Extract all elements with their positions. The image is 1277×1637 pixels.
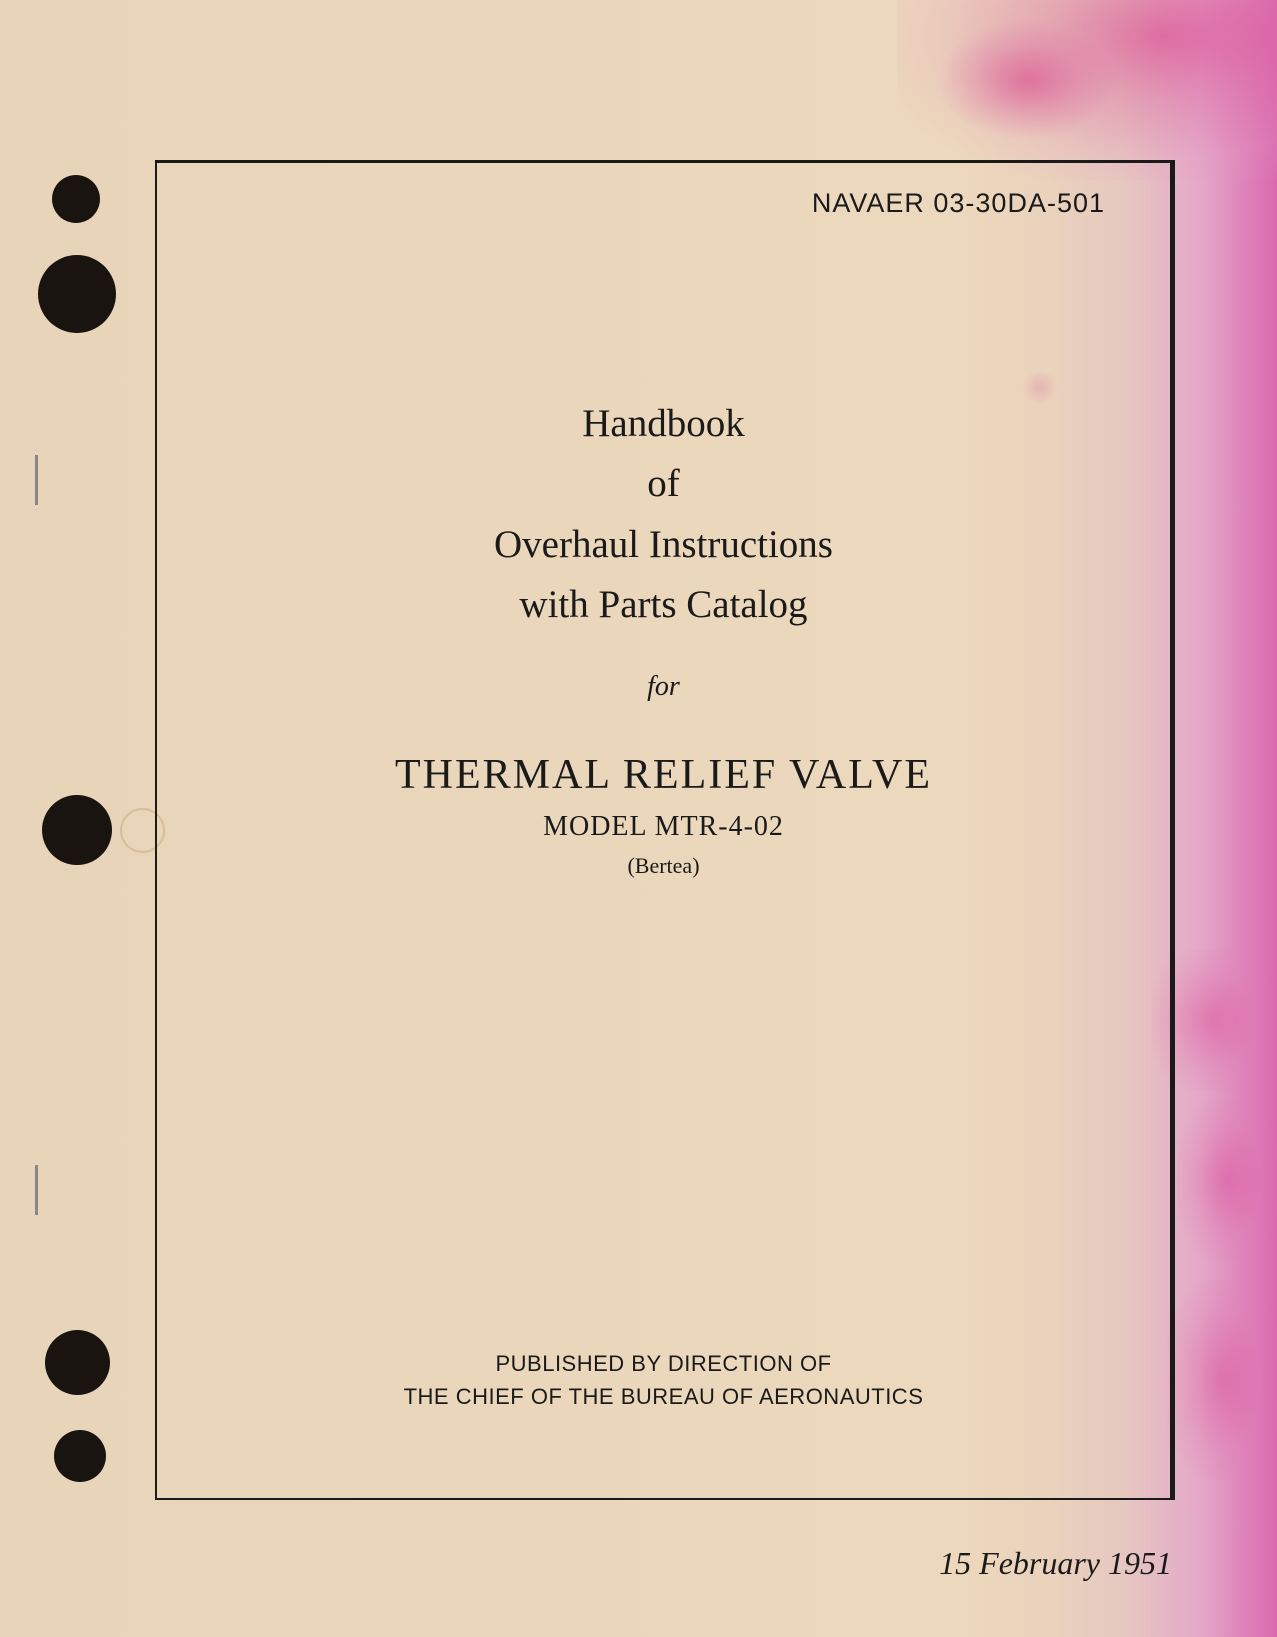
punch-hole: [54, 1430, 106, 1482]
title-block: Handbook of Overhaul Instructions with P…: [202, 394, 1125, 879]
punch-hole: [52, 175, 100, 223]
title-line-3: Overhaul Instructions: [202, 515, 1125, 575]
punch-hole: [45, 1330, 110, 1395]
stain-decoration: [937, 20, 1117, 140]
publication-date: 15 February 1951: [939, 1545, 1172, 1582]
content-frame: NAVAER 03-30DA-501 Handbook of Overhaul …: [155, 160, 1175, 1500]
subject-title: THERMAL RELIEF VALVE: [202, 751, 1125, 799]
model-number: MODEL MTR-4-02: [202, 811, 1125, 843]
document-number: NAVAER 03-30DA-501: [202, 188, 1125, 219]
manufacturer-label: (Bertea): [202, 853, 1125, 879]
title-line-2: of: [202, 454, 1125, 514]
document-page: NAVAER 03-30DA-501 Handbook of Overhaul …: [0, 0, 1277, 1637]
stain-decoration: [1167, 1280, 1277, 1480]
stain-decoration: [1177, 1100, 1277, 1260]
punch-hole: [38, 255, 116, 333]
publisher-line-2: THE CHIEF OF THE BUREAU OF AERONAUTICS: [157, 1380, 1170, 1413]
for-label: for: [202, 671, 1125, 703]
title-line-1: Handbook: [202, 394, 1125, 454]
punch-hole: [42, 795, 112, 865]
publisher-block: PUBLISHED BY DIRECTION OF THE CHIEF OF T…: [157, 1347, 1170, 1413]
staple-mark: [35, 1165, 38, 1215]
staple-mark: [35, 455, 38, 505]
publisher-line-1: PUBLISHED BY DIRECTION OF: [157, 1347, 1170, 1380]
title-line-4: with Parts Catalog: [202, 575, 1125, 635]
